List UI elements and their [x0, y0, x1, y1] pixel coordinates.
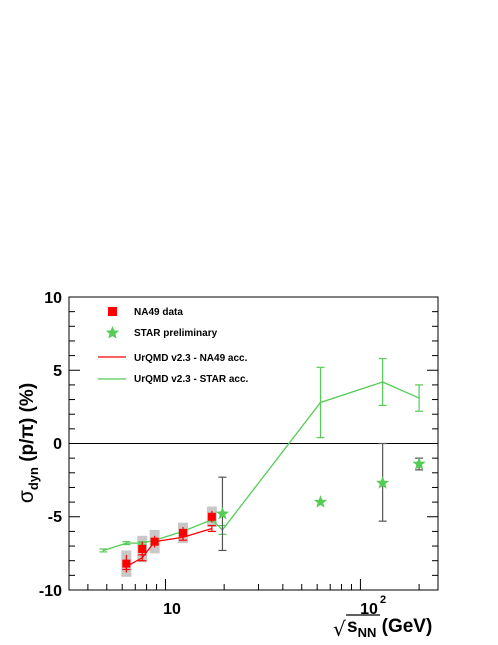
y-tick-label: 0 — [53, 436, 62, 453]
legend-marker-star — [105, 326, 120, 339]
legend: NA49 data STAR preliminary UrQMD v2.3 - … — [98, 307, 249, 385]
y-tick-label: -5 — [48, 509, 62, 526]
star-point — [412, 457, 426, 470]
x-tick-label-exponent: 2 — [380, 594, 386, 606]
y-tick-label: 10 — [44, 290, 62, 307]
star-point — [313, 495, 328, 508]
star-point — [215, 506, 230, 520]
axes — [68, 296, 439, 591]
x-axis-title: √ sNN (GeV) — [333, 614, 432, 641]
na49-point — [178, 528, 187, 537]
legend-label-star: STAR preliminary — [134, 328, 218, 339]
na49-point — [122, 559, 131, 568]
x-tick-label-base: 10 — [360, 601, 378, 618]
chart-marks — [99, 357, 426, 577]
na49-point — [138, 544, 147, 553]
y-axis-title: σdyn (p/π) (%) — [15, 383, 41, 503]
star-point — [376, 476, 390, 489]
tick-labels: 10 5 0 -5 -10 10 10 2 — [39, 290, 386, 618]
y-tick-label: -10 — [39, 583, 62, 600]
x-axis-title-text: sNN (GeV) — [347, 616, 432, 640]
legend-label-na49: NA49 data — [134, 307, 183, 318]
legend-marker-na49 — [108, 307, 117, 316]
legend-label-urqmd-na49: UrQMD v2.3 - NA49 acc. — [134, 353, 248, 364]
na49-point — [150, 537, 159, 546]
na49-point — [207, 512, 216, 521]
sqrt-sign: √ — [333, 617, 346, 641]
x-tick-label: 10 — [163, 601, 181, 618]
urqmd-star-line — [103, 381, 420, 552]
legend-label-urqmd-star: UrQMD v2.3 - STAR acc. — [134, 374, 249, 385]
y-tick-label: 5 — [53, 363, 62, 380]
